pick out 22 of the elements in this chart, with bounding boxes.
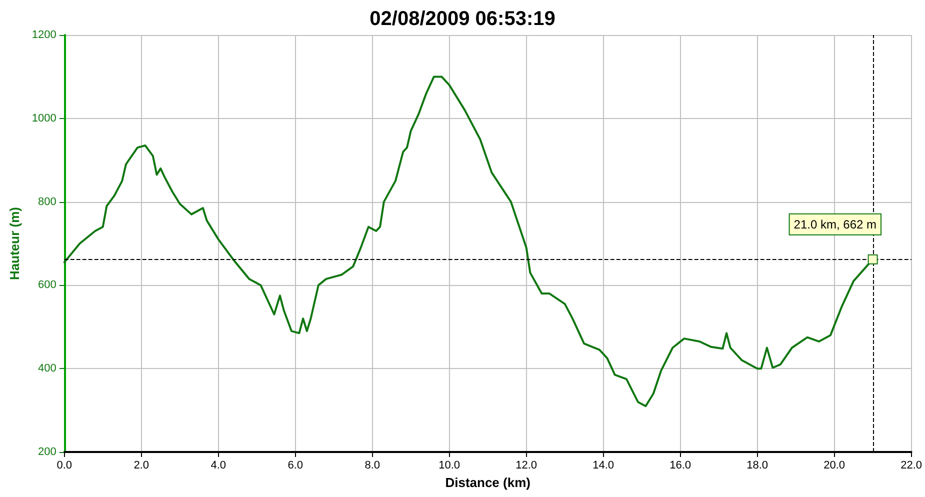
- x-tick-label: 12.0: [516, 460, 538, 472]
- y-tick-label: 400: [38, 362, 56, 375]
- x-tick-label: 4.0: [210, 460, 226, 472]
- x-tick-label: 22.0: [900, 460, 922, 472]
- x-tick-label: 2.0: [134, 460, 150, 472]
- y-tick-label: 800: [38, 196, 56, 208]
- y-tick-label: 200: [38, 446, 56, 458]
- y-tick-label: 1200: [32, 29, 56, 41]
- x-tick-label: 6.0: [288, 460, 303, 472]
- y-axis-title: Hauteur (m): [7, 207, 22, 280]
- x-tick-label: 20.0: [824, 460, 846, 472]
- x-tick-label: 18.0: [746, 460, 768, 472]
- x-tick-label: 16.0: [670, 460, 692, 472]
- x-tick-label: 0.0: [56, 460, 72, 472]
- y-tick-label: 1000: [32, 112, 56, 124]
- x-axis-title: Distance (km): [445, 474, 530, 490]
- x-tick-label: 10.0: [438, 460, 460, 472]
- chart-title: 02/08/2009 06:53:19: [370, 8, 556, 30]
- x-tick-label: 8.0: [364, 460, 380, 472]
- x-tick-label: 14.0: [592, 460, 614, 472]
- annotation: 21.0 km, 662 m: [794, 217, 877, 232]
- y-tick-label: 600: [38, 279, 56, 292]
